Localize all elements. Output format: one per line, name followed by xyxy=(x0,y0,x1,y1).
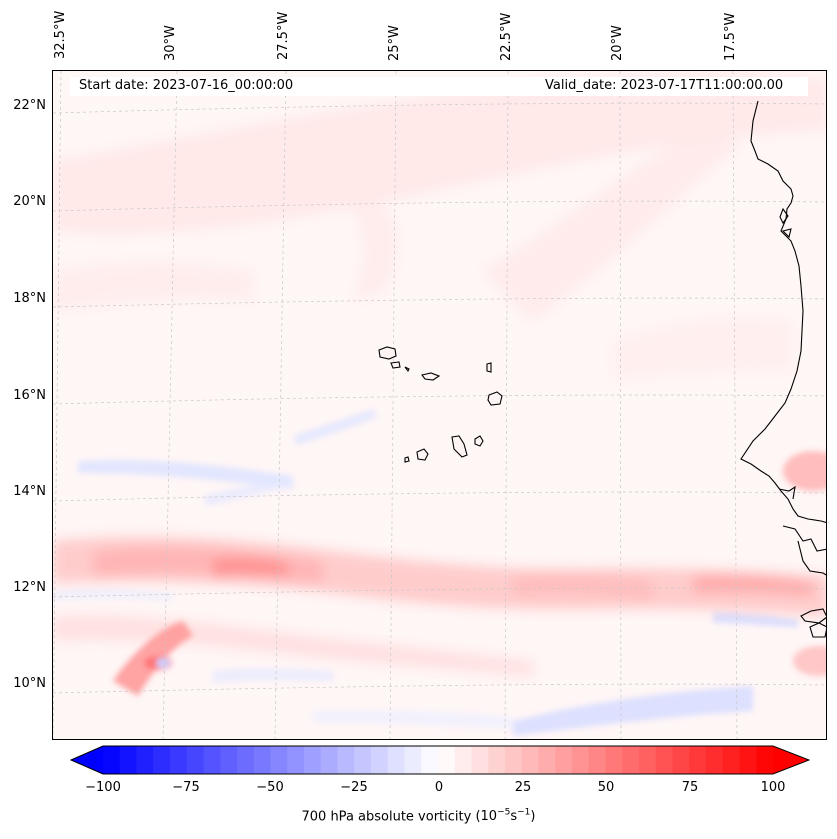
start-date-label: Start date: 2023-07-16_00:00:00 xyxy=(79,78,294,93)
colorbar-segment xyxy=(404,746,422,774)
lon-label-22-5w: 22.5°W xyxy=(499,12,514,61)
colorbar-segment xyxy=(471,746,489,774)
colorbar-segment xyxy=(454,746,472,774)
colorbar-segment xyxy=(521,746,539,774)
colorbar-segment xyxy=(639,746,657,774)
lat-label-16n: 16°N xyxy=(13,388,46,403)
colorbar-segment xyxy=(555,746,573,774)
colorbar-segment xyxy=(237,746,255,774)
island-maio xyxy=(474,435,484,447)
colorbar-segment xyxy=(354,746,372,774)
colorbar-outline xyxy=(69,745,811,775)
colorbar-segment xyxy=(655,746,673,774)
colorbar-segment xyxy=(438,746,456,774)
colorbar-segment xyxy=(588,746,606,774)
colorbar-segment xyxy=(103,746,121,774)
colorbar-segment xyxy=(756,746,774,774)
colorbar-segment xyxy=(371,746,389,774)
colorbar-extend-max xyxy=(773,746,809,774)
west-africa-coastline xyxy=(740,100,826,638)
colorbar-tick-75: 75 xyxy=(681,780,699,795)
colorbar-segment xyxy=(320,746,338,774)
colorbar-tick-m100: −100 xyxy=(85,780,121,795)
lon-label-17-5w: 17.5°W xyxy=(723,12,738,61)
colorbar-units: (10−5s−1) xyxy=(475,808,536,825)
vorticity-negative-streaks xyxy=(53,409,798,736)
annotation-background xyxy=(70,77,808,96)
colorbar-segment xyxy=(186,746,204,774)
colorbar-segment xyxy=(689,746,707,774)
lat-label-22n: 22°N xyxy=(13,98,46,113)
colorbar-variable: 700 hPa absolute vorticity xyxy=(301,809,472,825)
colorbar-segment xyxy=(505,746,523,774)
island-santa-luzia xyxy=(404,366,410,373)
lon-label-20w: 20°W xyxy=(610,25,625,61)
colorbar-segment xyxy=(220,746,238,774)
colorbar-segment xyxy=(337,746,355,774)
colorbar-svg xyxy=(69,745,811,775)
colorbar-tick-50: 50 xyxy=(597,780,615,795)
colorbar-tick-m25: −25 xyxy=(340,780,368,795)
colorbar-tick-m75: −75 xyxy=(172,780,200,795)
cape-verde-islands xyxy=(378,346,503,463)
lon-label-27-5w: 27.5°W xyxy=(276,11,291,60)
lat-label-20n: 20°N xyxy=(13,194,46,209)
island-sao-nicolau xyxy=(421,372,441,381)
island-sal xyxy=(486,362,492,373)
colorbar xyxy=(69,745,811,779)
colorbar-segment xyxy=(421,746,439,774)
colorbar-segment xyxy=(538,746,556,774)
colorbar-segment xyxy=(739,746,757,774)
colorbar-segment xyxy=(672,746,690,774)
colorbar-segment xyxy=(136,746,154,774)
island-sao-vicente xyxy=(390,361,401,369)
colorbar-extend-min xyxy=(71,746,103,774)
lon-label-30w: 30°W xyxy=(163,25,178,61)
vorticity-coastal xyxy=(783,451,826,676)
colorbar-segment xyxy=(622,746,640,774)
island-boa-vista xyxy=(487,391,503,406)
vorticity-north-bands xyxy=(53,73,826,381)
colorbar-tick-25: 25 xyxy=(514,780,532,795)
graticule xyxy=(53,71,826,739)
colorbar-tick-0: 0 xyxy=(434,780,444,795)
island-brava xyxy=(404,456,410,463)
colorbar-tick-m50: −50 xyxy=(256,780,284,795)
lat-label-18n: 18°N xyxy=(13,291,46,306)
island-santo-antao xyxy=(378,346,397,360)
lon-label-32-5w: 32.5°W xyxy=(53,10,68,59)
colorbar-segment xyxy=(706,746,724,774)
colorbar-segment xyxy=(119,746,137,774)
colorbar-segment xyxy=(253,746,271,774)
lat-label-10n: 10°N xyxy=(13,676,46,691)
colorbar-segment xyxy=(572,746,590,774)
colorbar-segment xyxy=(270,746,288,774)
vorticity-map xyxy=(53,71,826,739)
island-santiago xyxy=(451,435,468,458)
colorbar-label: 700 hPa absolute vorticity (10−5s−1) xyxy=(0,808,837,824)
map-panel xyxy=(52,70,827,740)
colorbar-segment xyxy=(605,746,623,774)
colorbar-tick-100: 100 xyxy=(760,780,786,795)
colorbar-segment xyxy=(722,746,740,774)
colorbar-segment xyxy=(170,746,188,774)
lat-label-12n: 12°N xyxy=(13,580,46,595)
colorbar-segment xyxy=(203,746,221,774)
colorbar-segment xyxy=(488,746,506,774)
colorbar-segment xyxy=(153,746,171,774)
colorbar-segment xyxy=(287,746,305,774)
lon-label-25w: 25°W xyxy=(387,25,402,61)
valid-date-label: Valid_date: 2023-07-17T11:00:00.00 xyxy=(545,78,784,93)
colorbar-segment xyxy=(304,746,322,774)
island-fogo xyxy=(416,448,429,461)
lat-label-14n: 14°N xyxy=(13,484,46,499)
colorbar-segment xyxy=(387,746,405,774)
